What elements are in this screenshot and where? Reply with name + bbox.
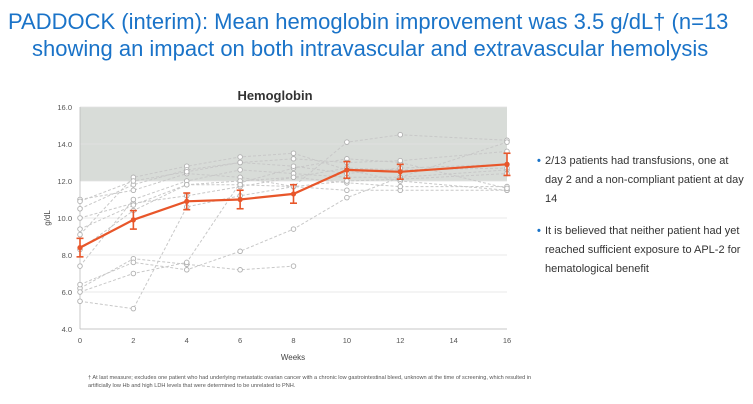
x-tick-label: 16 xyxy=(503,336,511,345)
patient-12-point xyxy=(183,181,190,188)
bullet-item: • 2/13 patients had transfusions, one at… xyxy=(537,152,747,209)
patient-5-point xyxy=(77,215,83,221)
x-tick-label: 14 xyxy=(449,336,457,345)
mean-point xyxy=(344,167,350,173)
patient-7-point xyxy=(130,270,137,277)
bullet-dot: • xyxy=(537,225,541,237)
x-axis-label: Weeks xyxy=(281,353,305,362)
patient-6-point xyxy=(77,281,83,288)
y-tick-label: 6.0 xyxy=(62,288,72,297)
y-tick-label: 8.0 xyxy=(62,251,72,260)
y-tick-label: 4.0 xyxy=(62,325,72,334)
y-tick-label: 12.0 xyxy=(57,177,72,186)
patient-9-line xyxy=(79,167,508,230)
y-tick-label: 16.0 xyxy=(57,103,72,112)
patient-3-point xyxy=(77,298,83,304)
mean-point xyxy=(504,161,510,167)
mean-line xyxy=(79,163,508,249)
patient-1-point xyxy=(290,150,297,156)
x-tick-label: 12 xyxy=(396,336,404,345)
patient-10-point xyxy=(290,163,297,169)
patient-6-point xyxy=(130,259,137,266)
mean-point xyxy=(184,198,190,204)
bullet-dot: • xyxy=(537,155,541,167)
patient-6-line xyxy=(79,141,508,286)
x-tick-label: 0 xyxy=(78,336,82,345)
patient-9-point xyxy=(290,174,297,181)
mean-point xyxy=(130,217,136,223)
patient-5-point xyxy=(397,183,404,190)
patient-11-line xyxy=(79,150,508,202)
patient-5-line xyxy=(79,176,507,219)
patient-3-line xyxy=(79,134,508,310)
patient-11-point xyxy=(397,157,404,164)
slide-title: PADDOCK (interim): Mean hemoglobin impro… xyxy=(0,8,753,62)
patient-9-point xyxy=(77,226,83,232)
patient-11-point xyxy=(183,168,190,175)
bullet-item: • It is believed that neither patient ha… xyxy=(537,222,747,279)
patient-11-point xyxy=(77,198,83,205)
x-tick-label: 8 xyxy=(291,336,295,345)
x-tick-label: 6 xyxy=(238,336,242,345)
patient-11-point xyxy=(290,156,297,162)
bullet-list: • 2/13 patients had transfusions, one at… xyxy=(537,152,747,292)
patient-7-point xyxy=(504,185,510,192)
patient-4-point xyxy=(344,187,350,193)
bullet-text: 2/13 patients had transfusions, one at d… xyxy=(545,155,744,205)
patient-2-line xyxy=(79,258,294,289)
y-tick-label: 10.0 xyxy=(57,214,72,223)
patient-10-line xyxy=(79,161,508,210)
patient-11-point xyxy=(130,178,137,184)
hemoglobin-chart: Hemoglobin g/dL Weeks 4.0 6.0 8.0 10.0 12.0 1… xyxy=(43,88,511,362)
patient-6-point xyxy=(183,267,190,273)
patient-1-point xyxy=(237,154,243,160)
patient-7-point xyxy=(77,289,83,295)
patient-6-point xyxy=(344,194,350,201)
patient-7-point xyxy=(183,259,190,266)
patient-3-point xyxy=(397,132,404,138)
patient-6-point xyxy=(290,226,297,232)
patient-7-line xyxy=(79,158,508,293)
patient-3-point xyxy=(344,139,350,145)
patient-3-point xyxy=(130,305,137,312)
footnote: † At last measure; excludes one patient … xyxy=(88,375,532,389)
patient-12-point xyxy=(344,178,350,184)
y-axis-label: g/dL xyxy=(43,210,52,226)
patient-11-point xyxy=(237,159,243,166)
patient-8-point xyxy=(237,167,243,173)
mean-point xyxy=(397,169,403,175)
bullet-text: It is believed that neither patient had … xyxy=(545,225,741,275)
slide-title-line-1: PADDOCK (interim): Mean hemoglobin impro… xyxy=(8,9,729,34)
mean-point xyxy=(237,196,243,203)
patient-6-point xyxy=(237,248,243,255)
slide-title-line-2: showing an impact on both intravascular … xyxy=(32,36,709,61)
x-tick-label: 4 xyxy=(185,336,189,345)
mean-point xyxy=(77,245,83,251)
patient-12-line xyxy=(79,173,508,250)
patient-10-point xyxy=(77,205,83,212)
y-tick-label: 14.0 xyxy=(57,140,72,149)
mean-point xyxy=(290,191,297,197)
patient-2-point xyxy=(237,267,243,273)
x-tick-label: 2 xyxy=(131,336,135,345)
patient-6-point xyxy=(504,139,510,145)
patient-1-point xyxy=(77,231,83,238)
x-tick-label: 10 xyxy=(343,336,351,345)
patient-8-line xyxy=(79,169,508,267)
patient-8-point xyxy=(77,263,83,269)
patient-4-point xyxy=(130,187,137,193)
patient-12-point xyxy=(237,181,243,188)
chart-title: Hemoglobin xyxy=(237,88,312,103)
patient-8-point xyxy=(130,196,137,203)
patient-9-point xyxy=(130,202,137,208)
patient-2-point xyxy=(290,263,297,269)
